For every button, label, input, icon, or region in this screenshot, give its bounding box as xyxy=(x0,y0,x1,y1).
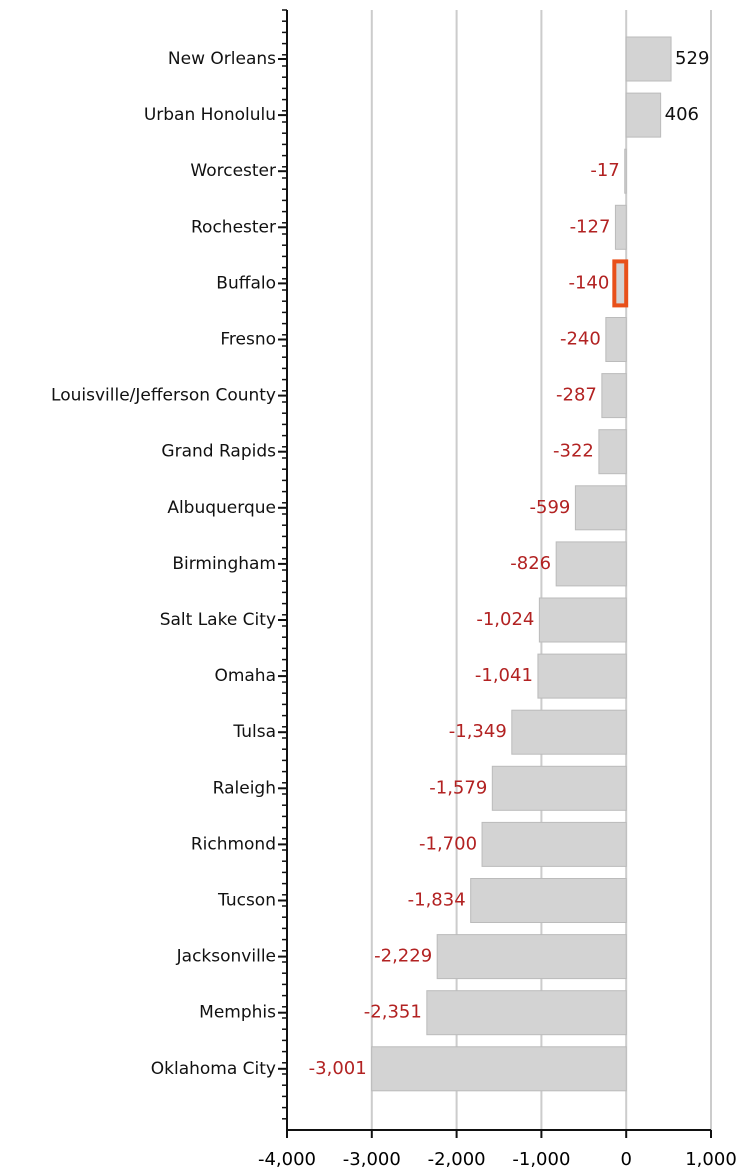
value-label: 529 xyxy=(675,48,709,69)
value-label: -240 xyxy=(560,329,601,350)
bar xyxy=(436,934,627,980)
y-tick-label: Raleigh xyxy=(213,778,276,798)
y-tick-label: Buffalo xyxy=(216,273,276,293)
bar xyxy=(625,92,662,138)
value-label: -599 xyxy=(530,497,571,518)
value-label: -1,700 xyxy=(419,833,477,854)
value-label: -3,001 xyxy=(309,1058,367,1079)
x-tick-label: 1,000 xyxy=(685,1149,737,1170)
value-label: -1,349 xyxy=(449,721,507,742)
value-label: -1,024 xyxy=(476,609,534,630)
value-label: -2,351 xyxy=(364,1002,422,1023)
y-tick-label: New Orleans xyxy=(168,49,276,69)
value-label: -140 xyxy=(568,272,609,293)
y-tick-label: Fresno xyxy=(220,330,276,350)
y-tick-label: Omaha xyxy=(214,666,276,686)
y-tick-label: Birmingham xyxy=(172,554,276,574)
y-tick-label: Salt Lake City xyxy=(160,610,276,630)
value-label: -322 xyxy=(553,441,594,462)
x-tick-label: -2,000 xyxy=(428,1149,486,1170)
y-tick-label: Oklahoma City xyxy=(151,1059,276,1079)
y-tick-label: Worcester xyxy=(190,161,276,181)
bar xyxy=(555,541,627,587)
bar xyxy=(537,653,627,699)
value-label: -2,229 xyxy=(374,946,432,967)
bar xyxy=(574,485,627,531)
y-tick-label: Jacksonville xyxy=(176,947,276,967)
bar xyxy=(426,990,627,1036)
bar xyxy=(538,597,627,643)
y-tick-label: Memphis xyxy=(199,1003,276,1023)
y-tick-label: Rochester xyxy=(191,217,276,237)
bar xyxy=(612,259,629,308)
x-tick-label: -4,000 xyxy=(258,1149,316,1170)
bar xyxy=(605,317,627,362)
value-label: -1,834 xyxy=(408,890,466,911)
y-tick-label: Tulsa xyxy=(232,722,276,742)
x-tick-label: 0 xyxy=(620,1149,631,1170)
x-tick-label: -1,000 xyxy=(512,1149,570,1170)
y-tick-label: Louisville/Jefferson County xyxy=(51,386,276,406)
bar xyxy=(598,429,627,475)
y-tick-label: Urban Honolulu xyxy=(144,105,276,125)
y-tick-label: Grand Rapids xyxy=(161,442,276,462)
value-label: 406 xyxy=(665,104,699,125)
bar xyxy=(601,373,627,419)
bar xyxy=(481,821,627,867)
value-label: -127 xyxy=(570,216,611,237)
bar xyxy=(625,36,672,82)
x-tick-label: -3,000 xyxy=(343,1149,401,1170)
bar xyxy=(491,765,627,811)
bar xyxy=(470,878,627,923)
y-tick-label: Albuquerque xyxy=(167,498,276,518)
y-tick-label: Richmond xyxy=(191,834,276,854)
bar xyxy=(614,204,627,250)
value-label: -287 xyxy=(556,385,597,406)
bar xyxy=(371,1046,627,1092)
bar xyxy=(624,148,627,194)
bar xyxy=(511,709,627,755)
value-label: -1,579 xyxy=(429,777,487,798)
value-label: -17 xyxy=(590,160,619,181)
y-tick-label: Tucson xyxy=(217,891,276,911)
value-label: -826 xyxy=(510,553,551,574)
value-label: -1,041 xyxy=(475,665,533,686)
